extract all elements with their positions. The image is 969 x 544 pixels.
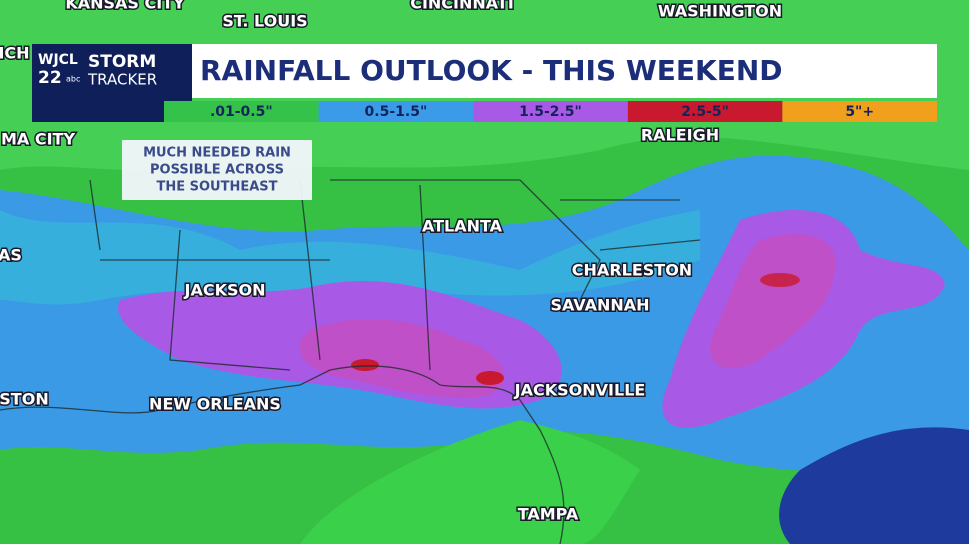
city-label: JACKSONVILLE <box>514 381 646 400</box>
city-label: JACKSON <box>184 281 266 300</box>
logo-channel: 22 <box>38 68 62 88</box>
legend-label: 0.5-1.5" <box>365 104 428 120</box>
legend-label: 2.5-5" <box>681 104 729 120</box>
legend-label: 5"+ <box>845 104 874 120</box>
note-line: THE SOUTHEAST <box>156 180 277 195</box>
city-labels: KANSAS CITY ST. LOUIS CINCINNATI WASHING… <box>0 0 784 525</box>
legend-swatch <box>318 101 474 122</box>
note-line: POSSIBLE ACROSS <box>150 163 284 178</box>
city-label: STON <box>0 390 49 409</box>
title: RAINFALL OUTLOOK - THIS WEEKEND <box>200 54 783 87</box>
logo-brand: STORM <box>88 52 156 72</box>
legend-swatch <box>473 101 628 122</box>
title-box <box>190 44 937 98</box>
legend-label: 1.5-2.5" <box>519 104 582 120</box>
city-label: NEW ORLEANS <box>149 395 281 414</box>
city-label: ST. LOUIS <box>222 12 307 31</box>
city-label: ATLANTA <box>422 217 503 236</box>
legend-label: .01-0.5" <box>210 104 273 120</box>
legend-swatch <box>627 101 783 122</box>
city-label: ICH <box>0 44 30 63</box>
logo-station: WJCL <box>38 52 78 68</box>
note-box: MUCH NEEDED RAIN POSSIBLE ACROSS THE SOU… <box>122 140 312 200</box>
note-line: MUCH NEEDED RAIN <box>143 146 291 161</box>
city-label: CHARLESTON <box>572 261 692 280</box>
city-label: RALEIGH <box>641 126 719 145</box>
header-banner: RAINFALL OUTLOOK - THIS WEEKEND WJCL 22 … <box>32 44 937 122</box>
legend-swatch <box>164 101 319 122</box>
logo-network: abc <box>66 75 80 84</box>
city-label: SAVANNAH <box>550 296 649 315</box>
city-label: CINCINNATI <box>410 0 514 13</box>
city-label: KANSAS CITY <box>65 0 185 13</box>
city-label: MA CITY <box>1 130 75 149</box>
city-label: AS <box>0 246 22 265</box>
legend-swatch <box>782 101 937 122</box>
legend: .01-0.5" 0.5-1.5" 1.5-2.5" 2.5-5" 5"+ <box>164 101 937 122</box>
city-label: TAMPA <box>518 505 579 524</box>
logo-brand: TRACKER <box>87 71 157 89</box>
city-label: WASHINGTON <box>658 2 782 21</box>
